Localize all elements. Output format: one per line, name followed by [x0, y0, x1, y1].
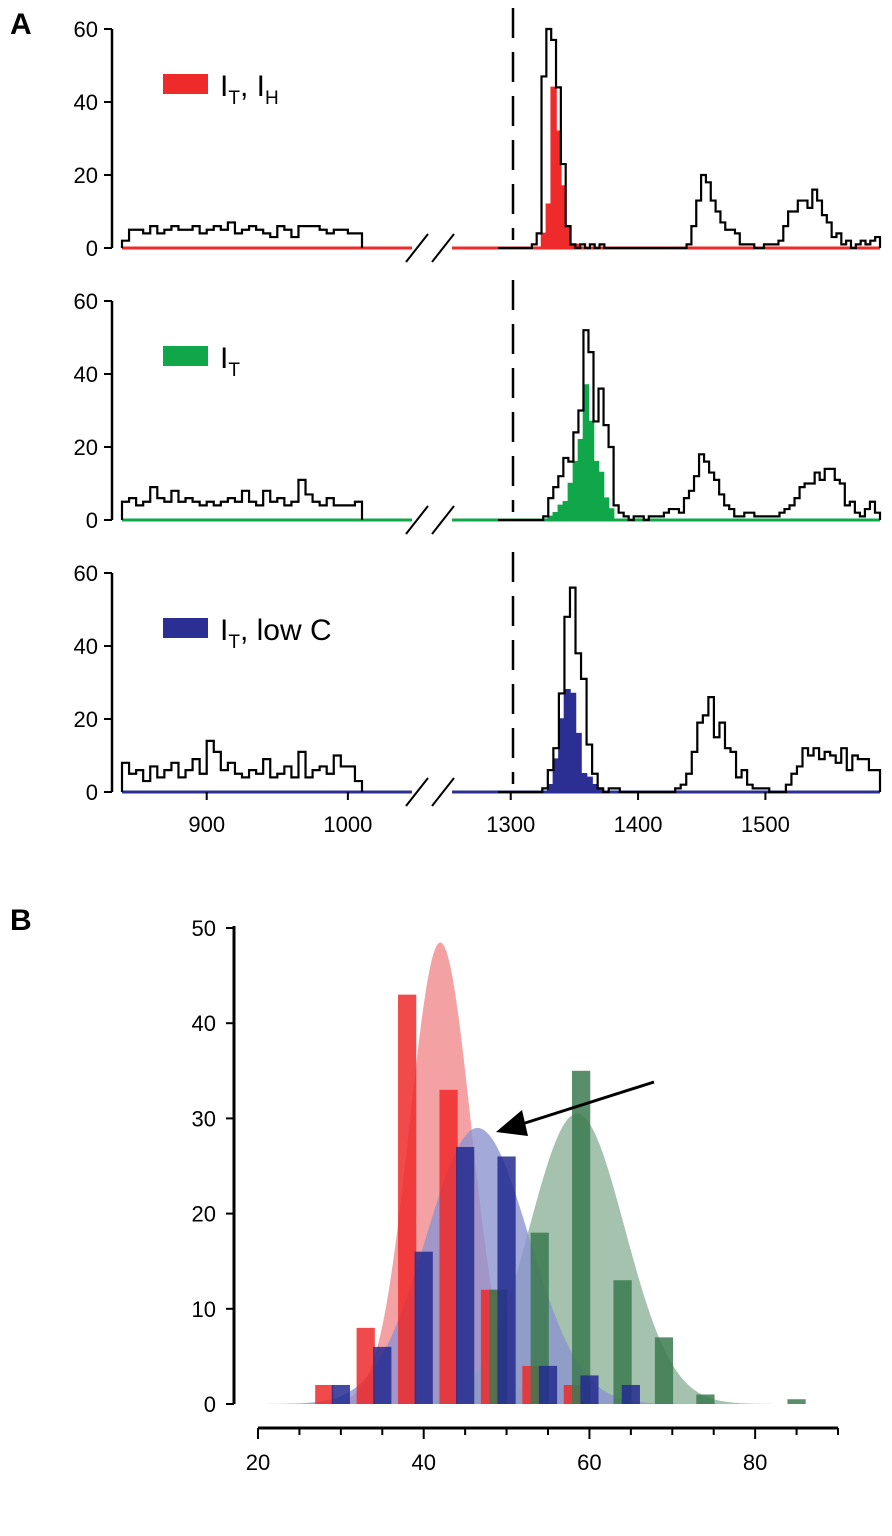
bar-blue — [456, 1146, 475, 1404]
x-tick-label: 1300 — [486, 812, 535, 837]
y-tick-label: 10 — [192, 1297, 216, 1322]
y-tick-label: 0 — [86, 780, 98, 805]
y-tick-label: 50 — [192, 916, 216, 941]
legend-label: IT, IH — [220, 70, 279, 109]
outline-histogram-left — [120, 739, 364, 792]
y-tick-label: 40 — [74, 634, 98, 659]
x-tick-label: 40 — [411, 1450, 435, 1475]
legend-current-2: low C — [257, 614, 332, 647]
legend-label: IT — [220, 342, 240, 381]
bar-red — [398, 994, 417, 1404]
panel-a-label: A — [10, 8, 32, 41]
bar-blue — [414, 1251, 433, 1404]
y-tick-label: 20 — [74, 163, 98, 188]
filled-histogram — [498, 86, 880, 249]
panel-b: 0 10 20 30 40 50 20 40 60 80 — [192, 916, 839, 1475]
arrow-line — [521, 1080, 655, 1126]
bar-green — [787, 1399, 806, 1404]
bar-red — [315, 1384, 334, 1404]
panel-b-label: B — [10, 904, 32, 937]
bar-blue — [580, 1375, 599, 1404]
y-tick-label: 20 — [74, 435, 98, 460]
outline-histogram-right — [498, 586, 882, 794]
y-tick-label: 40 — [74, 362, 98, 387]
legend-subscript-2: H — [265, 88, 279, 109]
legend-current: I — [220, 614, 228, 647]
histogram-panel-3: 0 20 40 60 IT, low C 900 1000 1300 1400 1500 — [74, 552, 882, 837]
y-tick-label: 20 — [192, 1202, 216, 1227]
legend-separator: , — [240, 614, 257, 647]
y-tick-label: 60 — [74, 17, 98, 42]
y-tick-label: 60 — [74, 561, 98, 586]
legend-subscript: T — [228, 360, 240, 381]
outline-histogram-right — [498, 27, 882, 250]
x-tick-label: 80 — [743, 1450, 767, 1475]
axis-break-mark — [431, 505, 455, 535]
arrow-head — [496, 1110, 528, 1136]
legend-current: I — [220, 70, 228, 103]
outline-histogram-right — [498, 329, 882, 522]
axis-break-mark — [405, 777, 429, 807]
x-tick-label: 1400 — [614, 812, 663, 837]
x-tick-label: 1500 — [741, 812, 790, 837]
bar-red — [356, 1327, 375, 1404]
y-tick-label: 0 — [86, 508, 98, 533]
outline-histogram-left — [120, 221, 364, 248]
legend-swatch — [163, 618, 208, 638]
x-tick-label: 1000 — [323, 812, 372, 837]
bar-blue — [331, 1384, 350, 1404]
legend-separator: , — [240, 70, 257, 103]
axis-break-mark — [431, 777, 455, 807]
axis-break-mark — [431, 233, 455, 263]
legend-swatch — [163, 74, 208, 94]
y-tick-label: 40 — [74, 90, 98, 115]
bar-blue — [538, 1365, 558, 1404]
axis-break-mark — [405, 505, 429, 535]
y-tick-label: 0 — [86, 236, 98, 261]
bar-green — [572, 1070, 591, 1404]
x-tick-label: 60 — [577, 1450, 601, 1475]
x-tick-label: 900 — [188, 812, 225, 837]
legend-swatch — [163, 346, 208, 366]
y-tick-label: 30 — [192, 1106, 216, 1131]
y-tick-label: 60 — [74, 289, 98, 314]
bar-blue — [621, 1384, 640, 1404]
legend-current-2: I — [257, 70, 265, 103]
axis-break-mark — [405, 233, 429, 263]
y-tick-label: 0 — [204, 1392, 216, 1417]
x-tick-label: 20 — [246, 1450, 270, 1475]
bar-green — [613, 1280, 632, 1404]
outline-histogram-left — [120, 478, 364, 520]
bar-blue — [497, 1156, 516, 1404]
y-tick-label: 40 — [192, 1011, 216, 1036]
bar-red — [439, 1089, 458, 1404]
legend-current: I — [220, 342, 228, 375]
legend-label: IT, low C — [220, 614, 332, 653]
legend-subscript: T — [228, 632, 240, 653]
y-tick-label: 20 — [74, 707, 98, 732]
bar-green — [696, 1394, 715, 1404]
legend-subscript: T — [228, 88, 240, 109]
bar-blue — [373, 1346, 392, 1404]
bar-green — [530, 1232, 549, 1404]
histogram-panel-2: 0 20 40 60 IT — [74, 280, 882, 535]
filled-histogram — [498, 384, 880, 521]
bar-green — [654, 1337, 674, 1404]
